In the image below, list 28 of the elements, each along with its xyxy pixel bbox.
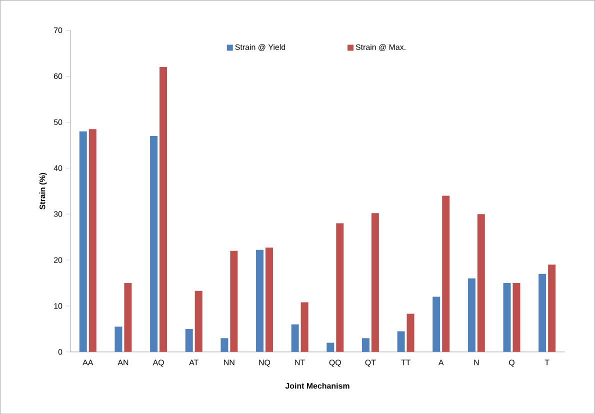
- bar: [114, 326, 122, 352]
- bar: [468, 278, 476, 352]
- bar: [124, 282, 132, 352]
- bar: [194, 290, 202, 352]
- bar: [256, 250, 264, 352]
- bar: [326, 342, 334, 352]
- bar: [185, 328, 193, 352]
- bar: [88, 128, 96, 352]
- bar: [548, 264, 556, 352]
- bar: [79, 131, 87, 352]
- bar: [477, 214, 485, 352]
- bar: [300, 302, 308, 352]
- bar: [397, 331, 405, 352]
- bar: [336, 223, 344, 352]
- bar: [512, 282, 520, 352]
- bar: [371, 213, 379, 352]
- bar: [406, 314, 414, 352]
- bar: [220, 338, 228, 352]
- bar: [538, 274, 546, 352]
- bar: [432, 296, 440, 352]
- bar: [265, 248, 273, 352]
- bar: [160, 66, 168, 352]
- bar: [442, 196, 450, 352]
- bar: [291, 324, 299, 352]
- bar: [362, 338, 370, 352]
- bar: [503, 282, 511, 352]
- bar: [230, 250, 238, 352]
- bar: [150, 136, 158, 352]
